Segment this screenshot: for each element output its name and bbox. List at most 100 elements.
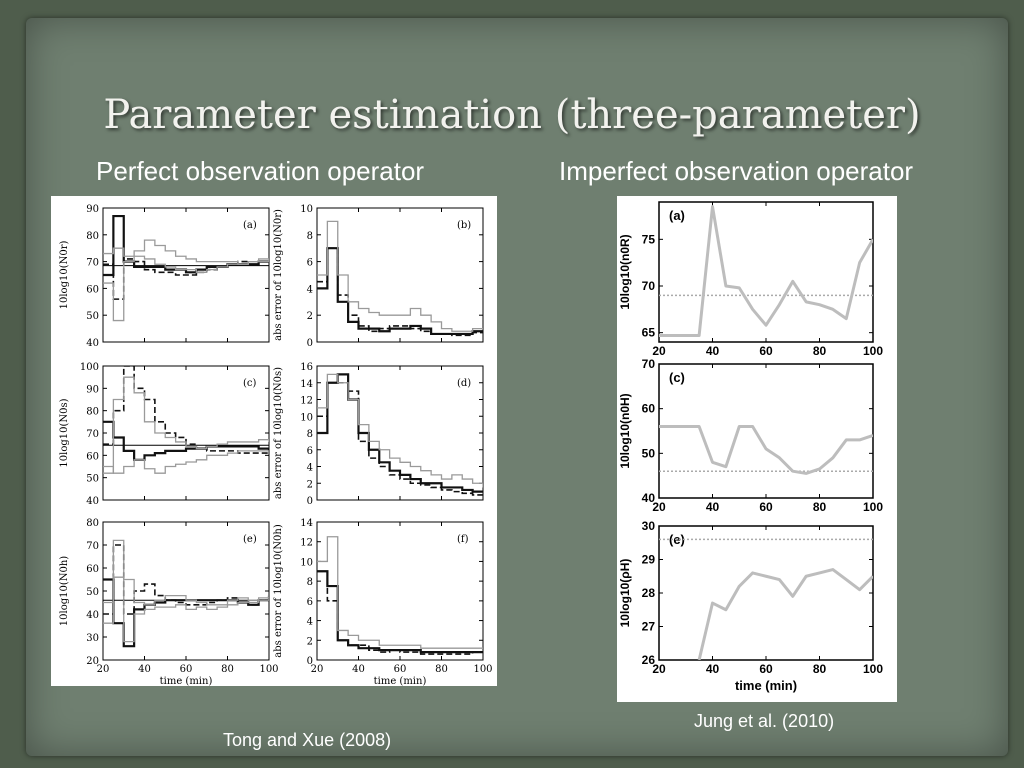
x-tick-label: 20 [652,662,666,676]
x-tick-label: 100 [863,500,883,514]
x-axis-label: time (min) [160,676,213,686]
chart-panel-5: 20 40 60 80 100 0 2 4 6 8 10 12 14 (f) abs error of 10… [273,518,493,687]
x-tick-label: 100 [259,664,278,675]
panel-label: (c) [243,378,257,389]
y-tick-label: 65 [642,326,656,340]
y-tick-label: 0 [307,656,313,667]
x-tick-label: 40 [706,500,720,514]
x-tick-label: 20 [97,664,110,675]
y-tick-label: 2 [307,479,313,490]
tong-xue-figure: 405060708090(a)10log10(N0r)0246810(b)abs… [59,204,493,687]
y-tick-label: 50 [86,474,99,485]
y-tick-label: 50 [642,446,656,460]
y-tick-label: 6 [307,446,313,457]
plot-area [317,373,483,496]
y-tick-label: 2 [307,311,313,322]
chart-panel-1: 0 2 4 6 8 10 (b) abs error of 10log10(N0r) [273,204,484,349]
panel-label: (c) [669,370,685,385]
x-tick-label: 60 [759,344,773,358]
y-tick-label: 90 [86,384,99,395]
plot-area [659,425,873,475]
data-series-line [697,568,873,660]
y-axis-label: 10log10(N0s) [59,398,70,467]
caption-jung: Jung et al. (2010) [694,711,835,731]
y-tick-label: 40 [642,491,656,505]
y-tick-label: 50 [86,311,99,322]
panel-label: (f) [457,534,469,545]
chart-panel-4: 20 40 60 80 100 20 30 40 50 60 70 80 (e) 10log10(N0h)… [59,518,279,687]
x-tick-label: 80 [813,500,827,514]
x-axis-label: time (min) [374,676,427,686]
data-series-line [103,366,269,454]
y-tick-label: 8 [307,231,313,242]
panel-label: (b) [457,220,471,231]
data-series-line [317,373,483,493]
x-tick-label: 80 [813,344,827,358]
panel-label: (a) [669,208,685,223]
y-axis-label: 10log10(N0h) [59,556,70,627]
caption-tong-xue: Tong and Xue (2008) [223,730,392,750]
x-tick-label: 60 [759,662,773,676]
data-series-line [317,536,483,649]
plot-area [659,205,873,337]
x-tick-label: 60 [394,664,407,675]
y-tick-label: 80 [86,231,99,242]
y-tick-label: 28 [642,586,656,600]
y-axis-label: abs error of 10log10(N0r) [273,209,284,341]
y-tick-label: 80 [86,407,99,418]
plot-area [659,538,873,660]
y-tick-label: 8 [307,429,313,440]
subtitle-imperfect-operator: Imperfect observation operator [559,156,914,186]
y-axis-label: 10log10(n0R) [618,234,632,309]
y-tick-label: 2 [307,636,313,647]
y-tick-label: 60 [642,402,656,416]
data-series-line [659,205,873,337]
panel-label: (d) [457,378,471,389]
y-tick-label: 90 [86,204,99,215]
y-tick-label: 12 [300,538,313,549]
x-tick-label: 80 [813,662,827,676]
y-axis-label: 10log10(n0H) [618,393,632,468]
y-tick-label: 80 [86,518,99,529]
x-tick-label: 60 [759,500,773,514]
data-series-line [103,376,269,474]
subtitle-perfect-operator: Perfect observation operator [96,156,425,186]
y-tick-label: 4 [307,463,313,474]
x-tick-label: 40 [706,662,720,676]
data-series-line [317,570,483,655]
data-series-line [103,420,269,461]
y-tick-label: 10 [300,204,313,215]
right-figure-panel: 20 40 60 80 100 65 70 75 (a) 10log10(n0R) 20 40 60 80… [617,196,897,702]
x-tick-label: 20 [652,500,666,514]
y-tick-label: 40 [86,610,99,621]
x-tick-label: 100 [473,664,492,675]
plot-frame [658,363,874,499]
y-axis-label: abs error of 10log10(N0s) [273,367,284,499]
chart-panel-8: 20 40 60 80 1002627282930(e)10log10(ρH)time … [618,519,883,693]
x-tick-label: 40 [706,344,720,358]
x-tick-label: 100 [863,662,883,676]
y-tick-label: 27 [642,620,656,634]
y-tick-label: 14 [300,379,313,390]
y-tick-label: 50 [86,587,99,598]
left-figure-panel: 40 50 60 70 80 90 (a) 10log10(N0r) 0 2 4 6 8 10 (b) abs… [51,196,497,687]
y-tick-label: 70 [86,541,99,552]
y-tick-label: 0 [307,496,313,507]
y-tick-label: 16 [300,362,313,373]
plot-frame [658,525,874,661]
plot-area [317,536,483,655]
y-tick-label: 4 [307,284,313,295]
plot-area [103,214,269,322]
chart-panel-0: 40 50 60 70 80 90 (a) 10log10(N0r) [59,204,270,349]
x-tick-label: 40 [352,664,365,675]
data-series-line [317,220,483,332]
y-tick-label: 4 [307,617,313,628]
y-tick-label: 60 [86,451,99,462]
y-tick-label: 30 [86,633,99,644]
y-tick-label: 20 [86,656,99,667]
y-tick-label: 60 [86,284,99,295]
x-tick-label: 20 [311,664,324,675]
data-series-line [317,247,483,336]
panel-label: (a) [243,220,257,231]
